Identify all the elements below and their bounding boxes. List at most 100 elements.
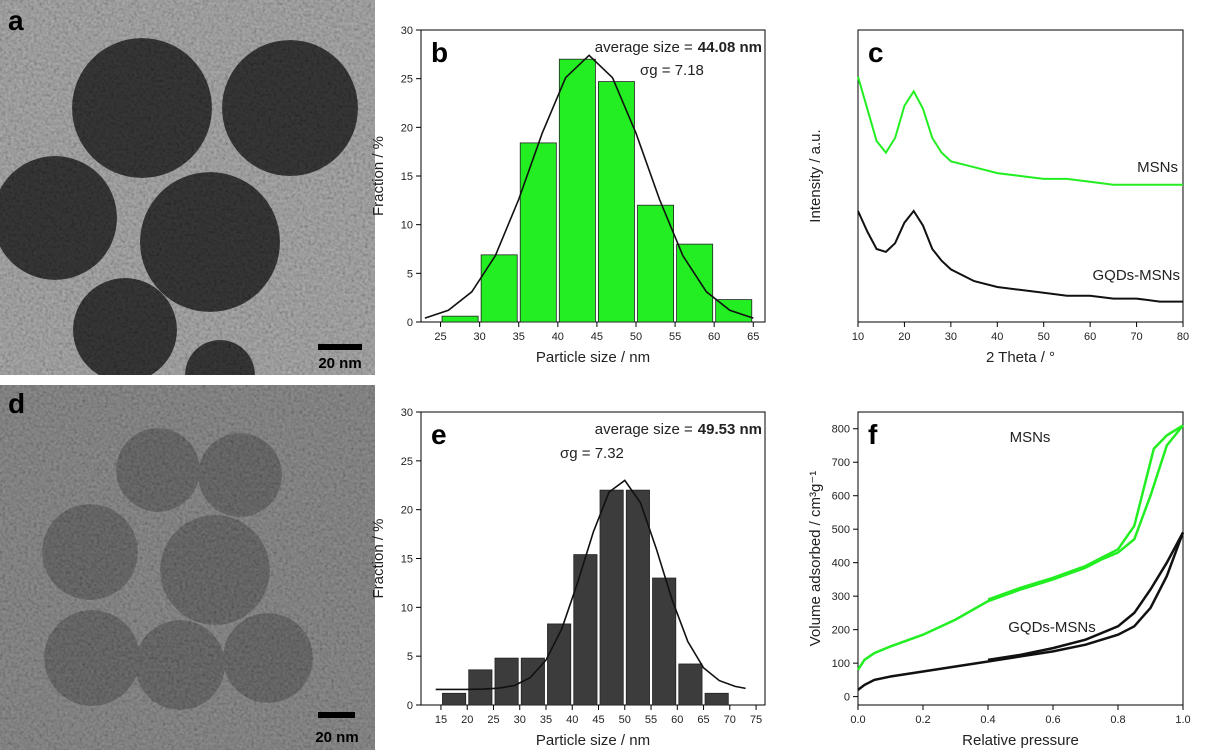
panel-label: c bbox=[868, 37, 884, 68]
x-tick-label: 40 bbox=[552, 331, 564, 343]
bar bbox=[558, 58, 596, 323]
series-line bbox=[857, 76, 1183, 186]
y-tick-label: 5 bbox=[407, 651, 413, 663]
x-tick-label: 0.2 bbox=[915, 714, 930, 726]
bar bbox=[547, 623, 572, 706]
sigma: σg = 7.18 bbox=[640, 62, 704, 79]
bar bbox=[468, 669, 493, 706]
y-tick-label: 100 bbox=[832, 658, 850, 670]
y-tick-label: 25 bbox=[401, 74, 413, 86]
y-tick-label: 500 bbox=[832, 524, 850, 536]
x-tick-label: 0.6 bbox=[1045, 714, 1060, 726]
x-tick-label: 20 bbox=[461, 714, 473, 726]
y-tick-label: 5 bbox=[407, 268, 413, 280]
adsorption-line bbox=[857, 532, 1185, 691]
annotation-value: 49.53 nm bbox=[698, 421, 762, 438]
x-tick-label: 50 bbox=[1038, 331, 1050, 343]
x-tick-label: 65 bbox=[747, 331, 759, 343]
x-tick-label: 80 bbox=[1177, 331, 1189, 343]
fit-curve bbox=[435, 479, 746, 691]
y-tick-label: 0 bbox=[407, 700, 413, 712]
panel-label: d bbox=[8, 388, 25, 419]
series-line bbox=[857, 209, 1183, 303]
y-tick-label: 300 bbox=[832, 591, 850, 603]
x-tick-label: 55 bbox=[645, 714, 657, 726]
y-axis-label: Fraction / % bbox=[370, 518, 387, 598]
x-tick-label: 20 bbox=[898, 331, 910, 343]
x-tick-label: 60 bbox=[1084, 331, 1096, 343]
bar bbox=[441, 315, 479, 323]
series-label: GQDs-MSNs bbox=[1093, 267, 1181, 284]
x-tick-label: 0.0 bbox=[850, 714, 865, 726]
x-tick-label: 65 bbox=[697, 714, 709, 726]
x-axis-label: Relative pressure bbox=[962, 732, 1079, 749]
scale-bar-label: 20 nm bbox=[315, 729, 358, 746]
series-label: MSNs bbox=[1137, 159, 1178, 176]
bar bbox=[442, 692, 467, 706]
x-tick-label: 30 bbox=[474, 331, 486, 343]
x-tick-label: 35 bbox=[540, 714, 552, 726]
series-label: GQDs-MSNs bbox=[1008, 619, 1096, 636]
bar bbox=[704, 692, 729, 706]
y-tick-label: 800 bbox=[832, 424, 850, 436]
x-tick-label: 1.0 bbox=[1175, 714, 1190, 726]
plot-frame bbox=[857, 411, 1184, 706]
annotation-value: 44.08 nm bbox=[698, 39, 762, 56]
x-tick-label: 0.4 bbox=[980, 714, 995, 726]
x-tick-label: 10 bbox=[852, 331, 864, 343]
annotation: average size = bbox=[595, 421, 693, 438]
x-tick-label: 40 bbox=[566, 714, 578, 726]
x-tick-label: 30 bbox=[514, 714, 526, 726]
desorption-line bbox=[987, 424, 1184, 601]
x-axis-label: 2 Theta / ° bbox=[986, 349, 1055, 366]
y-tick-label: 200 bbox=[832, 625, 850, 637]
x-tick-label: 40 bbox=[991, 331, 1003, 343]
y-tick-label: 30 bbox=[401, 25, 413, 37]
bar bbox=[625, 489, 650, 706]
adsorption-line bbox=[856, 424, 1184, 671]
y-tick-label: 10 bbox=[401, 220, 413, 232]
y-tick-label: 400 bbox=[832, 558, 850, 570]
panel-label: e bbox=[431, 419, 447, 450]
series-label: MSNs bbox=[1010, 429, 1051, 446]
fit-curve bbox=[424, 54, 754, 319]
x-tick-label: 0.8 bbox=[1110, 714, 1125, 726]
tem-image-a bbox=[0, 0, 375, 375]
bar bbox=[676, 243, 714, 323]
bar bbox=[652, 577, 677, 706]
y-tick-label: 0 bbox=[407, 317, 413, 329]
x-tick-label: 45 bbox=[592, 714, 604, 726]
bar bbox=[598, 81, 635, 323]
annotation: average size = bbox=[595, 39, 693, 56]
y-axis-label: Intensity / a.u. bbox=[807, 129, 824, 222]
scale-bar-label: 20 nm bbox=[318, 355, 361, 372]
y-tick-label: 20 bbox=[401, 505, 413, 517]
x-tick-label: 45 bbox=[591, 331, 603, 343]
x-tick-label: 15 bbox=[435, 714, 447, 726]
x-tick-label: 60 bbox=[671, 714, 683, 726]
x-tick-label: 50 bbox=[630, 331, 642, 343]
bar bbox=[637, 204, 674, 323]
y-tick-label: 30 bbox=[401, 407, 413, 419]
x-tick-label: 25 bbox=[487, 714, 499, 726]
panel-label: b bbox=[431, 37, 448, 68]
y-tick-label: 15 bbox=[401, 171, 413, 183]
x-tick-label: 30 bbox=[945, 331, 957, 343]
y-axis-label: Volume adsorbed / cm³g⁻¹ bbox=[807, 471, 824, 647]
y-tick-label: 700 bbox=[832, 457, 850, 469]
x-tick-label: 50 bbox=[619, 714, 631, 726]
tem-image-d bbox=[0, 385, 375, 750]
bar bbox=[494, 657, 519, 706]
panel-label: f bbox=[868, 419, 878, 450]
bar bbox=[678, 663, 703, 706]
bar bbox=[573, 554, 598, 706]
x-tick-label: 55 bbox=[669, 331, 681, 343]
plot-frame bbox=[857, 29, 1184, 323]
x-tick-label: 35 bbox=[513, 331, 525, 343]
x-tick-label: 70 bbox=[1130, 331, 1142, 343]
x-axis-label: Particle size / nm bbox=[536, 349, 650, 366]
sigma: σg = 7.32 bbox=[560, 445, 624, 462]
y-tick-label: 15 bbox=[401, 554, 413, 566]
y-tick-label: 600 bbox=[832, 491, 850, 503]
